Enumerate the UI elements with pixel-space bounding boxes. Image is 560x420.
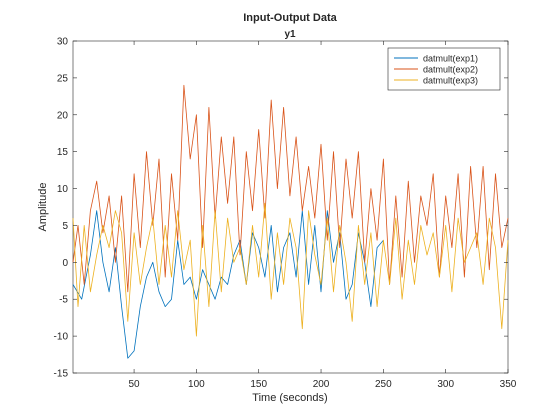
x-tick-label: 100 xyxy=(188,379,205,390)
legend-label-2: datmult(exp2) xyxy=(423,65,478,75)
y-tick-label: 20 xyxy=(57,110,69,121)
y-tick-label: 0 xyxy=(62,258,68,269)
legend-label-3: datmult(exp3) xyxy=(423,76,478,86)
y-tick-label: -10 xyxy=(54,332,69,343)
y-axis-ticks: -15 -10 -5 0 5 10 15 20 25 30 xyxy=(54,37,508,380)
x-tick-label: 300 xyxy=(437,379,454,390)
legend-label-1: datmult(exp1) xyxy=(423,54,478,64)
x-axis-ticks: 50 100 150 200 250 300 350 xyxy=(129,41,517,390)
x-tick-label: 50 xyxy=(129,379,141,390)
x-tick-label: 250 xyxy=(375,379,392,390)
y-tick-label: 5 xyxy=(62,221,68,232)
series-line-2 xyxy=(72,84,509,293)
x-tick-label: 200 xyxy=(313,379,330,390)
y-tick-label: 10 xyxy=(57,184,69,195)
x-tick-label: 150 xyxy=(250,379,267,390)
chart-subtitle: y1 xyxy=(284,29,296,40)
y-tick-label: 25 xyxy=(57,73,69,84)
y-tick-label: 15 xyxy=(57,147,69,158)
series-line-3 xyxy=(72,202,509,337)
y-tick-label: -5 xyxy=(59,295,68,306)
series-line-1 xyxy=(72,210,384,359)
y-tick-label: 30 xyxy=(57,37,69,48)
chart-title: Input-Output Data xyxy=(243,12,337,24)
y-axis-label: Amplitude xyxy=(37,183,49,232)
x-tick-label: 350 xyxy=(500,379,517,390)
x-axis-label: Time (seconds) xyxy=(252,392,327,404)
series-lines xyxy=(72,84,509,359)
y-tick-label: -15 xyxy=(54,369,69,380)
legend: datmult(exp1)datmult(exp2)datmult(exp3) xyxy=(387,47,501,91)
